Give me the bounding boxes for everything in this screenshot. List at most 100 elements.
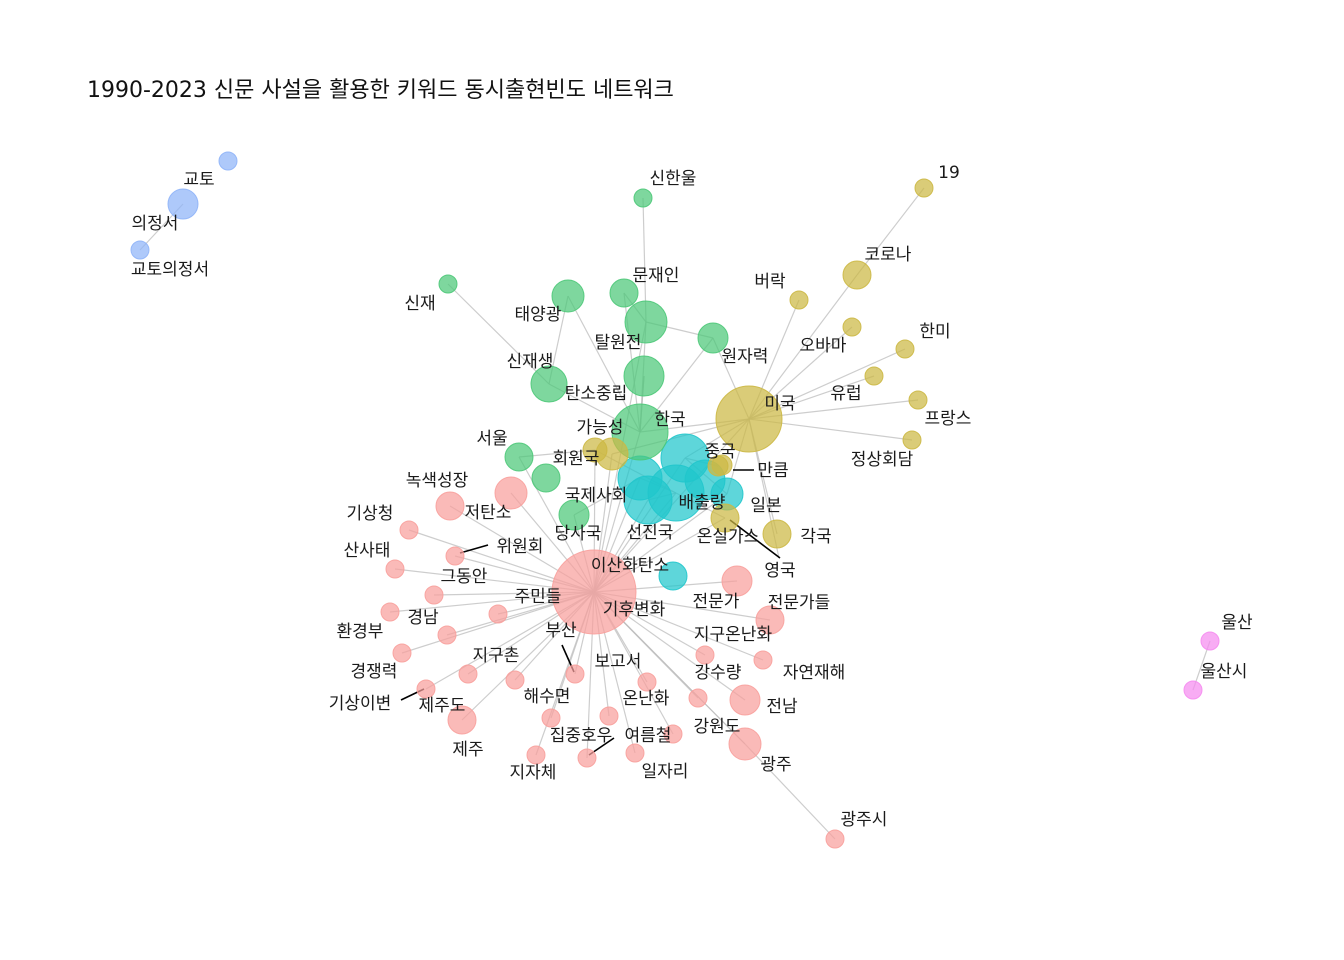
node-label-회원국: 회원국 (553, 449, 600, 469)
node-circle-온실가스 (710, 503, 740, 533)
node-circle-지구온난화 (695, 645, 715, 665)
node-label-전문가들: 전문가들 (768, 593, 831, 613)
node-circle-전문가 (721, 565, 753, 597)
node-label-제주: 제주 (452, 740, 483, 760)
node-label-만큼: 만큼 (757, 461, 788, 481)
node-label-녹색성장: 녹색성장 (406, 471, 469, 491)
leader-line-영국 (729, 519, 781, 559)
node-label-울산: 울산 (1221, 613, 1253, 633)
node-circle-기상이변 (416, 679, 436, 699)
node-label-강원도: 강원도 (694, 717, 741, 737)
node-circle-지구촌 (458, 664, 478, 684)
node-label-부산: 부산 (545, 621, 577, 641)
node-circle-오바마 (842, 317, 862, 337)
node-label-버락: 버락 (754, 272, 786, 292)
node-circle-이산화탄소 (551, 549, 637, 635)
node-label-서울: 서울 (476, 429, 507, 449)
node-circle-자연재해 (688, 688, 708, 708)
node-circle-강수량 (753, 650, 773, 670)
node-circle-extra-4 (218, 151, 238, 171)
node-label-전남: 전남 (766, 697, 798, 717)
node-circle-교토 (167, 188, 199, 220)
node-circle-각국 (762, 519, 792, 549)
node-circle-원자력 (697, 322, 729, 354)
node-circle-문재인 (609, 278, 639, 308)
node-label-신재생: 신재생 (507, 352, 554, 372)
node-label-탈원전: 탈원전 (595, 333, 642, 353)
node-circle-미국 (715, 385, 783, 453)
node-label-해수면: 해수면 (524, 687, 571, 707)
node-label-온난화: 온난화 (623, 689, 670, 709)
node-circle-신한울 (633, 188, 653, 208)
node-circle-경쟁력 (392, 643, 412, 663)
node-label-당사국: 당사국 (555, 524, 602, 544)
node-label-한미: 한미 (919, 322, 950, 342)
node-circle-교토의정서 (130, 240, 150, 260)
node-label-의정서: 의정서 (132, 214, 179, 234)
node-label-19: 19 (938, 163, 960, 183)
node-label-태양광: 태양광 (515, 305, 562, 325)
node-circle-정상회담 (902, 430, 922, 450)
node-label-유럽: 유럽 (830, 384, 861, 404)
node-label-오바마: 오바마 (800, 336, 847, 356)
node-circle-19 (914, 178, 934, 198)
node-label-국제사회: 국제사회 (565, 486, 628, 506)
node-label-지구온난화: 지구온난화 (694, 625, 773, 645)
node-circle-전문가들 (755, 605, 785, 635)
node-label-정상회담: 정상회담 (851, 450, 914, 470)
node-label-경쟁력: 경쟁력 (351, 662, 398, 682)
node-label-경남: 경남 (407, 608, 439, 628)
node-circle-여름철 (663, 724, 683, 744)
node-circle-탈원전 (624, 300, 668, 344)
node-circle-저탄소 (494, 476, 528, 510)
node-circle-extra-2 (531, 463, 561, 493)
edge-신재생-신재 (447, 283, 550, 385)
node-label-환경부: 환경부 (337, 622, 384, 642)
page-title: 1990-2023 신문 사설을 활용한 키워드 동시출현빈도 네트워크 (87, 78, 674, 103)
node-circle-주민들 (488, 604, 508, 624)
node-label-일자리: 일자리 (642, 762, 689, 782)
node-circle-제주 (447, 705, 477, 735)
node-circle-신재 (438, 274, 458, 294)
node-circle-코로나 (842, 260, 872, 290)
node-circle-회원국 (582, 437, 608, 463)
node-label-기후변화: 기후변화 (603, 600, 666, 620)
node-circle-산사태 (385, 559, 405, 579)
node-circle-태양광 (551, 279, 585, 313)
node-circle-해수면 (541, 708, 561, 728)
node-label-광주시: 광주시 (841, 810, 888, 830)
node-label-일본: 일본 (750, 496, 781, 516)
node-label-강수량: 강수량 (695, 663, 742, 683)
node-label-가능성: 가능성 (577, 418, 624, 438)
node-circle-광주시 (825, 829, 845, 849)
node-label-보고서: 보고서 (595, 652, 642, 672)
node-circle-울산시 (1183, 680, 1203, 700)
node-layer (130, 151, 1220, 849)
node-label-원자력: 원자력 (722, 347, 769, 367)
node-circle-당사국 (558, 499, 590, 531)
node-label-지구촌: 지구촌 (473, 646, 520, 666)
node-circle-전남 (728, 727, 762, 761)
node-label-코로나: 코로나 (865, 245, 912, 265)
node-label-프랑스: 프랑스 (925, 409, 972, 429)
edge-코로나-19 (856, 187, 925, 276)
node-circle-그동안 (424, 585, 444, 605)
node-label-제주도: 제주도 (419, 696, 466, 716)
node-label-위원회: 위원회 (497, 537, 544, 557)
node-label-울산시: 울산시 (1201, 662, 1248, 682)
node-circle-지자체 (526, 745, 546, 765)
node-label-그동안: 그동안 (441, 567, 488, 587)
node-label-중국: 중국 (704, 442, 735, 462)
node-label-산사태: 산사태 (344, 541, 391, 561)
node-label-지자체: 지자체 (510, 763, 557, 783)
node-circle-보고서 (637, 672, 657, 692)
node-circle-위원회 (445, 546, 465, 566)
node-circle-제주도 (505, 670, 525, 690)
node-circle-한미 (895, 339, 915, 359)
node-label-미국: 미국 (764, 394, 795, 414)
node-circle-울산 (1200, 631, 1220, 651)
node-label-기상청: 기상청 (347, 504, 394, 524)
node-circle-유럽 (864, 366, 884, 386)
node-circle-버락 (789, 290, 809, 310)
